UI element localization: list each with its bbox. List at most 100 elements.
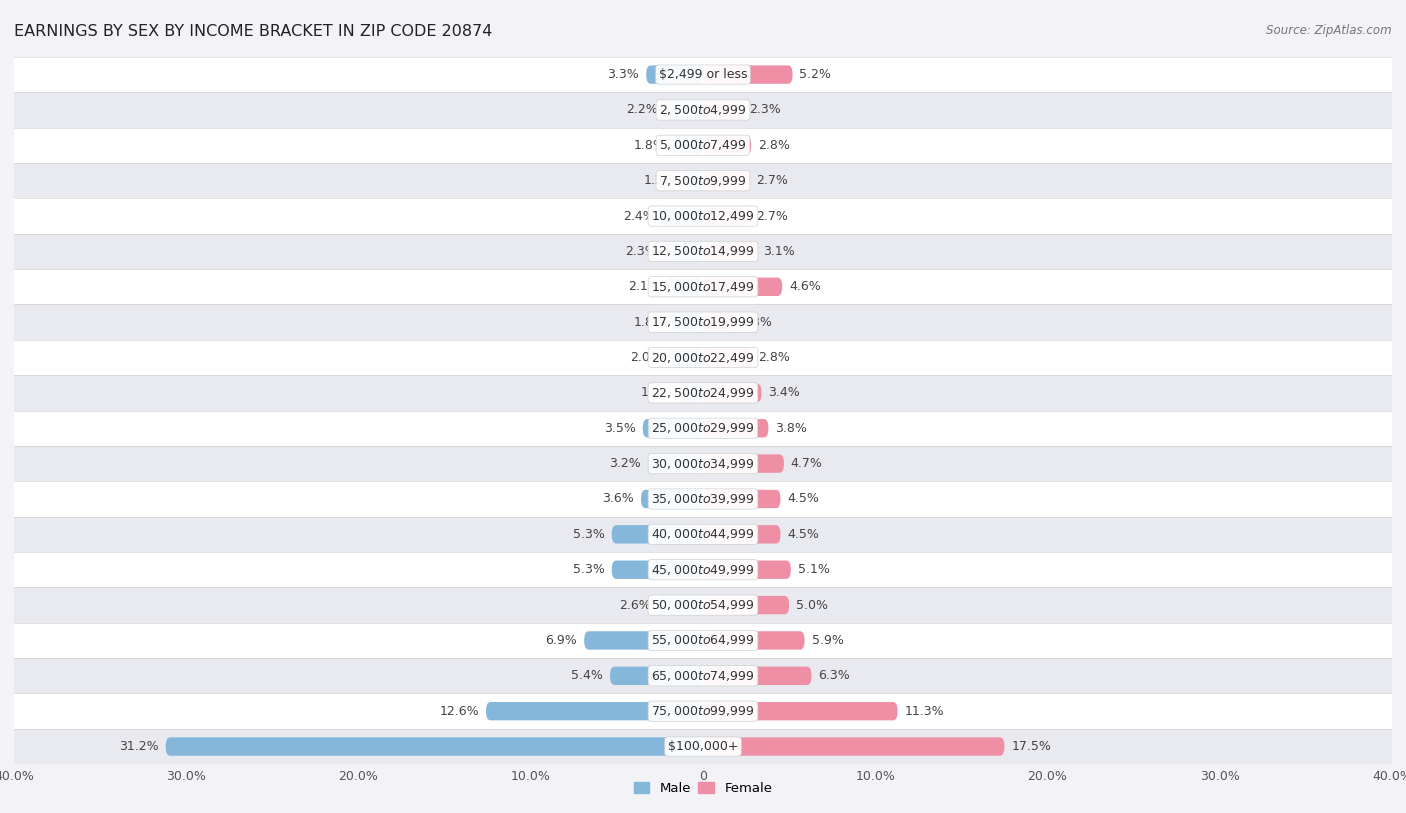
- FancyBboxPatch shape: [166, 737, 703, 756]
- Text: 3.1%: 3.1%: [763, 245, 794, 258]
- Text: 1.2%: 1.2%: [644, 174, 675, 187]
- Bar: [14, 693, 1392, 729]
- FancyBboxPatch shape: [703, 737, 1004, 756]
- FancyBboxPatch shape: [647, 65, 703, 84]
- Text: $2,499 or less: $2,499 or less: [659, 68, 747, 81]
- Text: 3.4%: 3.4%: [769, 386, 800, 399]
- Bar: [14, 552, 1392, 587]
- FancyBboxPatch shape: [703, 560, 790, 579]
- Text: 2.4%: 2.4%: [623, 210, 655, 223]
- Text: 5.2%: 5.2%: [800, 68, 831, 81]
- Bar: [14, 340, 1392, 375]
- Bar: [14, 163, 1392, 198]
- Text: 2.8%: 2.8%: [758, 139, 790, 152]
- FancyBboxPatch shape: [703, 242, 756, 261]
- FancyBboxPatch shape: [703, 525, 780, 544]
- Bar: [14, 128, 1392, 163]
- FancyBboxPatch shape: [703, 348, 751, 367]
- Text: $10,000 to $12,499: $10,000 to $12,499: [651, 209, 755, 223]
- Text: $30,000 to $34,999: $30,000 to $34,999: [651, 457, 755, 471]
- Text: $2,500 to $4,999: $2,500 to $4,999: [659, 103, 747, 117]
- FancyBboxPatch shape: [703, 631, 804, 650]
- Text: 1.8%: 1.8%: [633, 315, 665, 328]
- FancyBboxPatch shape: [703, 454, 785, 473]
- Text: 3.2%: 3.2%: [609, 457, 641, 470]
- Text: $17,500 to $19,999: $17,500 to $19,999: [651, 315, 755, 329]
- FancyBboxPatch shape: [703, 419, 769, 437]
- Bar: [14, 587, 1392, 623]
- Text: 12.6%: 12.6%: [440, 705, 479, 718]
- Text: $75,000 to $99,999: $75,000 to $99,999: [651, 704, 755, 718]
- FancyBboxPatch shape: [612, 560, 703, 579]
- Text: 3.3%: 3.3%: [607, 68, 640, 81]
- FancyBboxPatch shape: [682, 172, 703, 190]
- Text: 5.4%: 5.4%: [571, 669, 603, 682]
- Text: 1.8%: 1.8%: [741, 315, 773, 328]
- FancyBboxPatch shape: [703, 207, 749, 225]
- Text: 2.0%: 2.0%: [630, 351, 662, 364]
- Text: $25,000 to $29,999: $25,000 to $29,999: [651, 421, 755, 435]
- Text: 2.8%: 2.8%: [758, 351, 790, 364]
- Text: EARNINGS BY SEX BY INCOME BRACKET IN ZIP CODE 20874: EARNINGS BY SEX BY INCOME BRACKET IN ZIP…: [14, 24, 492, 39]
- FancyBboxPatch shape: [703, 667, 811, 685]
- Text: 5.0%: 5.0%: [796, 598, 828, 611]
- FancyBboxPatch shape: [669, 348, 703, 367]
- FancyBboxPatch shape: [666, 277, 703, 296]
- FancyBboxPatch shape: [658, 596, 703, 615]
- Bar: [14, 729, 1392, 764]
- FancyBboxPatch shape: [672, 313, 703, 332]
- Text: $5,000 to $7,499: $5,000 to $7,499: [659, 138, 747, 152]
- FancyBboxPatch shape: [703, 384, 762, 402]
- Text: 6.3%: 6.3%: [818, 669, 851, 682]
- Text: 5.3%: 5.3%: [574, 563, 605, 576]
- FancyBboxPatch shape: [703, 172, 749, 190]
- Bar: [14, 411, 1392, 446]
- FancyBboxPatch shape: [583, 631, 703, 650]
- Bar: [14, 659, 1392, 693]
- FancyBboxPatch shape: [662, 207, 703, 225]
- Text: $45,000 to $49,999: $45,000 to $49,999: [651, 563, 755, 576]
- Text: 4.6%: 4.6%: [789, 280, 821, 293]
- Bar: [14, 623, 1392, 658]
- Text: 2.2%: 2.2%: [627, 103, 658, 116]
- FancyBboxPatch shape: [641, 489, 703, 508]
- Text: Source: ZipAtlas.com: Source: ZipAtlas.com: [1267, 24, 1392, 37]
- Text: 4.7%: 4.7%: [790, 457, 823, 470]
- Text: 2.3%: 2.3%: [624, 245, 657, 258]
- Text: 2.1%: 2.1%: [628, 280, 659, 293]
- FancyBboxPatch shape: [612, 525, 703, 544]
- FancyBboxPatch shape: [672, 136, 703, 154]
- Text: 4.5%: 4.5%: [787, 528, 820, 541]
- FancyBboxPatch shape: [648, 454, 703, 473]
- Text: 3.8%: 3.8%: [775, 422, 807, 435]
- Text: 5.3%: 5.3%: [574, 528, 605, 541]
- Text: 11.3%: 11.3%: [904, 705, 945, 718]
- Text: 1.8%: 1.8%: [633, 139, 665, 152]
- Text: $12,500 to $14,999: $12,500 to $14,999: [651, 245, 755, 259]
- FancyBboxPatch shape: [703, 702, 897, 720]
- FancyBboxPatch shape: [643, 419, 703, 437]
- FancyBboxPatch shape: [703, 489, 780, 508]
- Text: $7,500 to $9,999: $7,500 to $9,999: [659, 174, 747, 188]
- Text: 2.7%: 2.7%: [756, 174, 789, 187]
- Text: 2.7%: 2.7%: [756, 210, 789, 223]
- Text: 3.6%: 3.6%: [602, 493, 634, 506]
- Text: 4.5%: 4.5%: [787, 493, 820, 506]
- Bar: [14, 233, 1392, 269]
- FancyBboxPatch shape: [703, 136, 751, 154]
- Text: $65,000 to $74,999: $65,000 to $74,999: [651, 669, 755, 683]
- FancyBboxPatch shape: [703, 65, 793, 84]
- Text: $15,000 to $17,499: $15,000 to $17,499: [651, 280, 755, 293]
- Text: 1.4%: 1.4%: [640, 386, 672, 399]
- Bar: [14, 375, 1392, 411]
- Bar: [14, 481, 1392, 517]
- Text: 6.9%: 6.9%: [546, 634, 578, 647]
- Bar: [14, 446, 1392, 481]
- Text: 2.6%: 2.6%: [620, 598, 651, 611]
- Text: 3.5%: 3.5%: [605, 422, 636, 435]
- Legend: Male, Female: Male, Female: [628, 776, 778, 800]
- Bar: [14, 92, 1392, 128]
- Text: 31.2%: 31.2%: [120, 740, 159, 753]
- FancyBboxPatch shape: [703, 596, 789, 615]
- FancyBboxPatch shape: [703, 277, 782, 296]
